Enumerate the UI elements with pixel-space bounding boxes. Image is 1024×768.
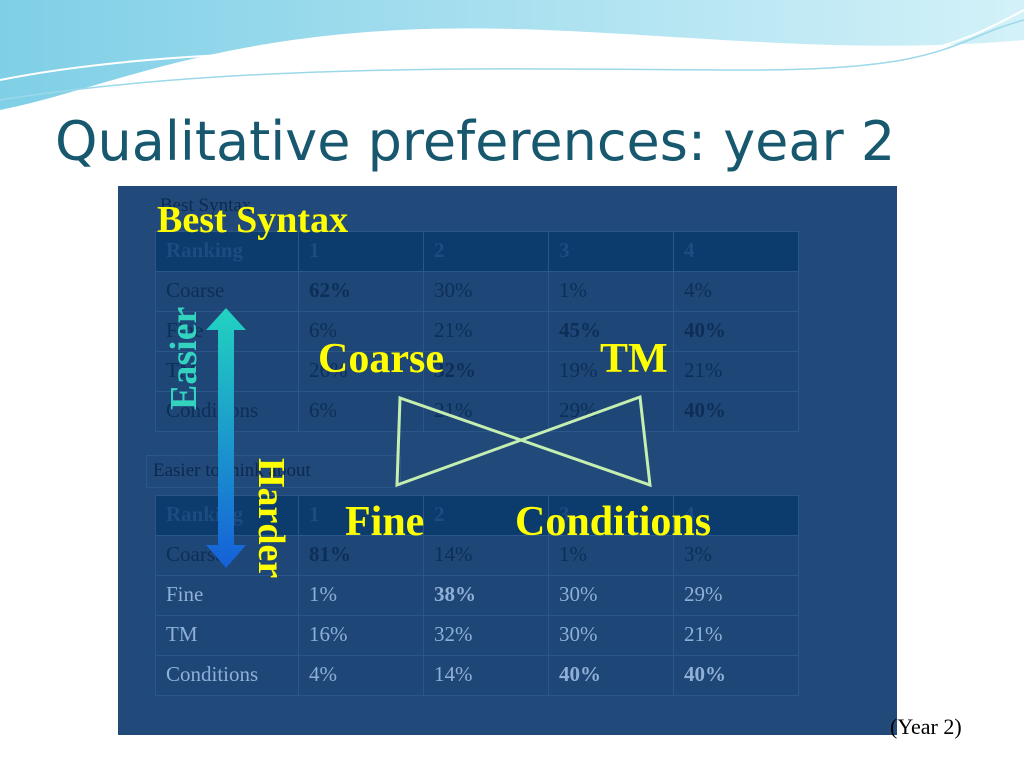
overlay-heading: Best Syntax: [157, 199, 349, 241]
table-cell: 40%: [673, 391, 799, 432]
header-cell: 2: [423, 495, 549, 536]
table-cell: Fine: [155, 575, 299, 616]
table-row: Fine 6% 21% 45% 40%: [155, 311, 799, 352]
table-cell: 14%: [423, 535, 549, 576]
table-cell: 4%: [673, 271, 799, 312]
header-cell: Ranking: [155, 231, 299, 272]
table-cell: 32%: [423, 615, 549, 656]
table-cell: 14%: [423, 655, 549, 696]
table-row: TM 16% 32% 30% 21%: [155, 615, 799, 656]
easier-label: Easier: [163, 306, 205, 410]
table-cell: TM: [155, 615, 299, 656]
table-cell: 26%: [298, 351, 424, 392]
crossing-lines: [395, 394, 652, 488]
table-cell: 40%: [548, 655, 674, 696]
table-cell: 29%: [548, 391, 674, 432]
overlay-label: Conditions: [515, 499, 712, 545]
header-cell: 3: [548, 231, 674, 272]
table-cell: 62%: [298, 271, 424, 312]
table: Ranking 1 2 3 4 Coarse 81% 14% 1% 3% Fine 1% 38% 30% 2…: [155, 495, 799, 696]
table-cell: 21%: [673, 615, 799, 656]
overlay-label: Coarse: [318, 336, 444, 382]
table-cell: Conditions: [155, 655, 299, 696]
slide-title: Qualitative preferences: year 2: [55, 110, 896, 173]
header-cell: 4: [673, 495, 799, 536]
table-cell: 1%: [548, 535, 674, 576]
table-cell: 40%: [673, 655, 799, 696]
header-row: Ranking 1 2 3 4: [155, 495, 799, 536]
table-cell: 30%: [423, 271, 549, 312]
table-cell: 21%: [423, 311, 549, 352]
table: Ranking 1 2 3 4 Coarse 62% 30% 1% 4% Fine 6% 21% 45% 4…: [155, 231, 799, 432]
table-cell: 30%: [548, 575, 674, 616]
table-cell: 30%: [548, 615, 674, 656]
table-row: Coarse 62% 30% 1% 4%: [155, 271, 799, 312]
overlay-label: Fine: [345, 499, 425, 545]
table-cell: 1%: [298, 575, 424, 616]
table-cell: 81%: [298, 535, 424, 576]
header-cell: 1: [298, 231, 424, 272]
table-row: Conditions 4% 14% 40% 40%: [155, 655, 799, 696]
table-row: Coarse 81% 14% 1% 3%: [155, 535, 799, 576]
table-cell: 40%: [673, 311, 799, 352]
harder-label: Harder: [250, 458, 292, 579]
table-cell: 21%: [673, 351, 799, 392]
arrow: [206, 308, 246, 568]
table-cell: 19%: [548, 351, 674, 392]
table-cell: 16%: [298, 615, 424, 656]
header-cell: 1: [298, 495, 424, 536]
table-cell: 6%: [298, 311, 424, 352]
table-cell: 38%: [423, 575, 549, 616]
overlay-label: TM: [600, 336, 668, 382]
header-cell: 3: [548, 495, 674, 536]
header-row: Ranking 1 2 3 4: [155, 231, 799, 272]
table-cell: 4%: [298, 655, 424, 696]
wave-decoration: [0, 0, 1024, 110]
table-cell: Coarse: [155, 271, 299, 312]
table-cell: 3%: [673, 535, 799, 576]
table-cell: 21%: [423, 391, 549, 432]
table-caption: Best Syntax: [160, 195, 252, 216]
table-cell: 1%: [548, 271, 674, 312]
footnote: (Year 2): [890, 714, 962, 739]
table-row: Fine 1% 38% 30% 29%: [155, 575, 799, 616]
header-cell: 2: [423, 231, 549, 272]
